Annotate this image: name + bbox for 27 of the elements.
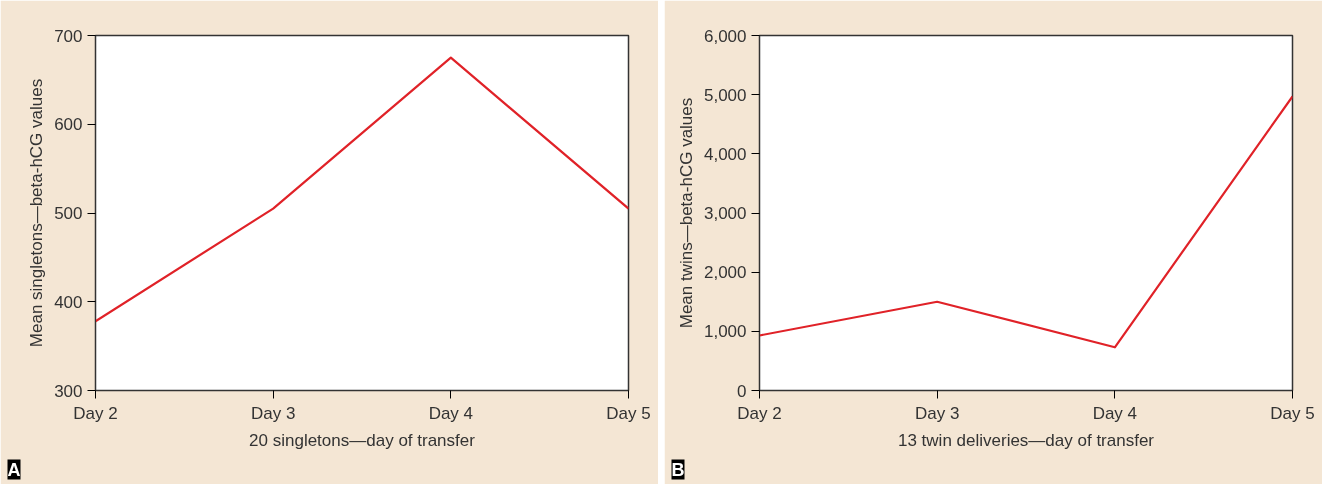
y-tick-label: 400	[54, 292, 83, 312]
text: A	[7, 459, 21, 480]
y-tick-label: 5,000	[703, 85, 747, 105]
y-axis-title: Mean singletons—beta-hCG values	[27, 78, 47, 348]
y-tick-label: 300	[54, 381, 83, 401]
x-tick-label: Day 5	[1270, 403, 1315, 423]
y-tick-label: 6,000	[703, 26, 747, 46]
y-tick-label: 2,000	[703, 263, 747, 283]
x-tick-label: Day 2	[737, 403, 782, 423]
x-axis-title: 13 twin deliveries—day of transfer	[897, 430, 1155, 450]
y-tick-label: 500	[54, 204, 83, 223]
x-tick-label: Day 4	[428, 403, 474, 423]
y-tick-label: 4,000	[703, 144, 747, 164]
y-tick-label: 700	[54, 26, 83, 46]
x-tick-label: Day 4	[1092, 403, 1138, 423]
y-tick-label: 600	[54, 115, 83, 135]
y-tick-label: 0	[737, 381, 747, 401]
y-tick-label: 1,000	[703, 322, 747, 342]
x-tick-label: Day 5	[606, 403, 651, 423]
x-tick-label: Day 3	[914, 403, 960, 423]
text: B	[671, 459, 685, 480]
line-series	[759, 95, 1293, 349]
y-axis-title: Mean twins—beta-hCG values	[676, 97, 696, 329]
x-tick-label: Day 2	[73, 403, 118, 423]
x-tick-label: Day 3	[250, 403, 296, 423]
x-axis-title: 20 singletons—day of transfer	[249, 430, 476, 450]
y-tick-label: 3,000	[703, 204, 747, 223]
